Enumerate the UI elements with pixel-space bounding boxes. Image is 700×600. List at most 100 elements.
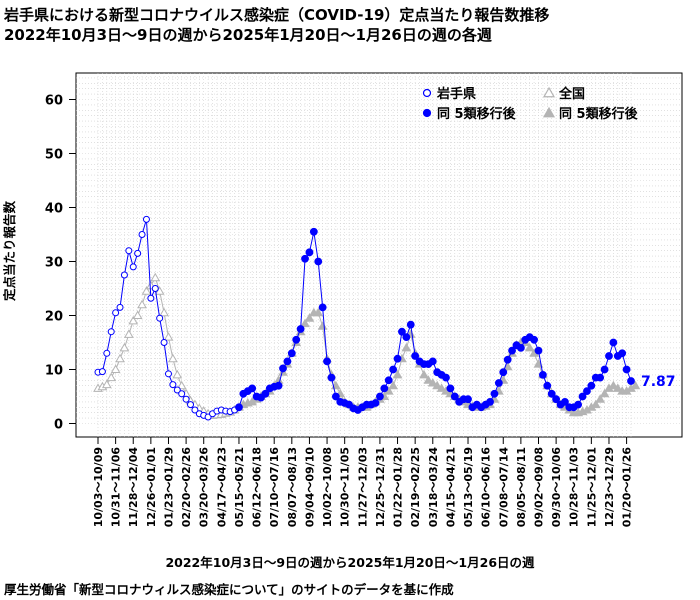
iwate-point (499, 368, 508, 377)
iwate-point (305, 248, 314, 257)
series-layer (93, 215, 641, 421)
national-point (392, 369, 403, 379)
legend-marker-triangle (542, 106, 556, 118)
iwate-point (274, 381, 283, 390)
chart-title-line1: 岩手県における新型コロナウイルス感染症（COVID-19）定点当たり報告数推移 (4, 6, 550, 24)
national-point (128, 315, 139, 325)
iwate-point (609, 338, 618, 347)
national-point (427, 377, 438, 387)
iwate-point (301, 254, 309, 263)
x-tick-label: 10/30～11/05 (339, 447, 352, 527)
x-tick-label: 12/25～12/31 (374, 447, 387, 527)
x-tick-label: 06/10～06/16 (480, 447, 493, 528)
x-tick-label: 09/04～09/10 (303, 447, 316, 528)
iwate-point (376, 392, 384, 401)
x-tick-label: 05/15～05/21 (233, 447, 246, 527)
x-tick-label: 08/05～08/11 (515, 447, 528, 527)
national-point (419, 369, 429, 379)
iwate-point (494, 379, 503, 387)
x-tick-label: 09/30～10/06 (550, 447, 563, 528)
iwate-point (296, 325, 305, 333)
iwate-point (178, 390, 186, 398)
iwate-point (428, 357, 437, 366)
x-tick-label: 04/17～04/23 (215, 447, 228, 527)
legend-label: 岩手県 (436, 86, 476, 102)
x-tick-label: 03/18～03/24 (427, 447, 440, 528)
iwate-point (103, 349, 111, 357)
x-tick-label: 01/20～01/26 (621, 447, 634, 528)
y-tick-label: 30 (45, 256, 63, 271)
iwate-point (574, 400, 583, 409)
iwate-point (393, 354, 402, 363)
iwate-point (309, 227, 318, 236)
iwate-point (120, 271, 128, 279)
iwate-point (314, 257, 323, 266)
x-tick-label: 10/02～10/08 (321, 447, 334, 527)
iwate-point (547, 389, 556, 398)
national-point (176, 380, 187, 390)
iwate-point (235, 403, 243, 412)
iwate-point (605, 352, 613, 360)
national-point (608, 380, 619, 390)
iwate-point (116, 303, 124, 311)
national-point (630, 380, 641, 390)
iwate-point (248, 384, 257, 393)
y-tick-label: 10 (45, 364, 63, 379)
iwate-point (530, 335, 538, 344)
x-tick-label: 10/31～11/06 (110, 447, 123, 528)
iwate-point (380, 384, 389, 393)
x-tick-label: 11/28～12/04 (127, 447, 140, 528)
iwate-point (283, 357, 292, 366)
national-point (115, 353, 125, 363)
y-tick-label: 40 (45, 202, 63, 217)
iwate-point (112, 309, 120, 317)
iwate-point (323, 357, 331, 366)
legend-label: 全国 (558, 86, 585, 102)
iwate-point (151, 285, 159, 292)
iwate-point (508, 346, 516, 355)
iwate-point (327, 373, 336, 382)
x-tick-label: 08/07～08/13 (286, 447, 299, 527)
national-point (172, 369, 183, 379)
national-point (612, 383, 623, 392)
iwate-point (331, 392, 340, 401)
national-point (388, 380, 398, 390)
national-point (132, 310, 143, 319)
iwate-point (618, 349, 627, 358)
iwate-point (142, 215, 150, 223)
iwate-point (384, 376, 393, 385)
national-point (423, 375, 434, 384)
iwate-point (389, 365, 398, 374)
y-tick-label: 20 (45, 310, 63, 325)
iwate-point (398, 327, 406, 336)
iwate-point (134, 249, 142, 257)
x-tick-label: 04/15～04/21 (444, 447, 457, 527)
iwate-point (561, 398, 569, 406)
axes: 0 10 20 30 40 50 60 10/03～10/09 10/31～11/06 11/28… (45, 94, 634, 528)
legend-marker-circle (422, 88, 432, 98)
iwate-point (147, 294, 155, 302)
iwate-point (98, 368, 106, 376)
iwate-point (503, 355, 512, 364)
x-tick-label: 02/19～02/25 (409, 447, 422, 527)
x-axis-caption: 2022年10月3日～9日の週から2025年1月20日～1月26日の週 (165, 555, 535, 570)
iwate-point (442, 373, 450, 382)
national-point (101, 379, 112, 389)
source-note: 厚生労働省「新型コロナウィルス感染症について」のサイトのデータを基に作成 (4, 582, 454, 597)
national-point (137, 299, 147, 309)
national-point (595, 394, 606, 403)
legend-marker-circle (422, 108, 432, 118)
iwate-point (534, 346, 543, 355)
x-tick-label: 01/22～01/28 (392, 447, 405, 527)
iwate-point (622, 365, 631, 374)
x-tick-label: 05/13～05/19 (462, 447, 475, 527)
iwate-point (129, 263, 137, 271)
iwate-point (292, 335, 301, 344)
x-tick-label: 12/23～12/29 (603, 447, 616, 527)
iwate-point (490, 389, 499, 398)
x-tick-label: 03/20～03/26 (198, 447, 211, 528)
iwate-point (125, 247, 133, 255)
x-tick-label: 12/26～01/01 (145, 447, 158, 527)
iwate-point (279, 364, 287, 373)
